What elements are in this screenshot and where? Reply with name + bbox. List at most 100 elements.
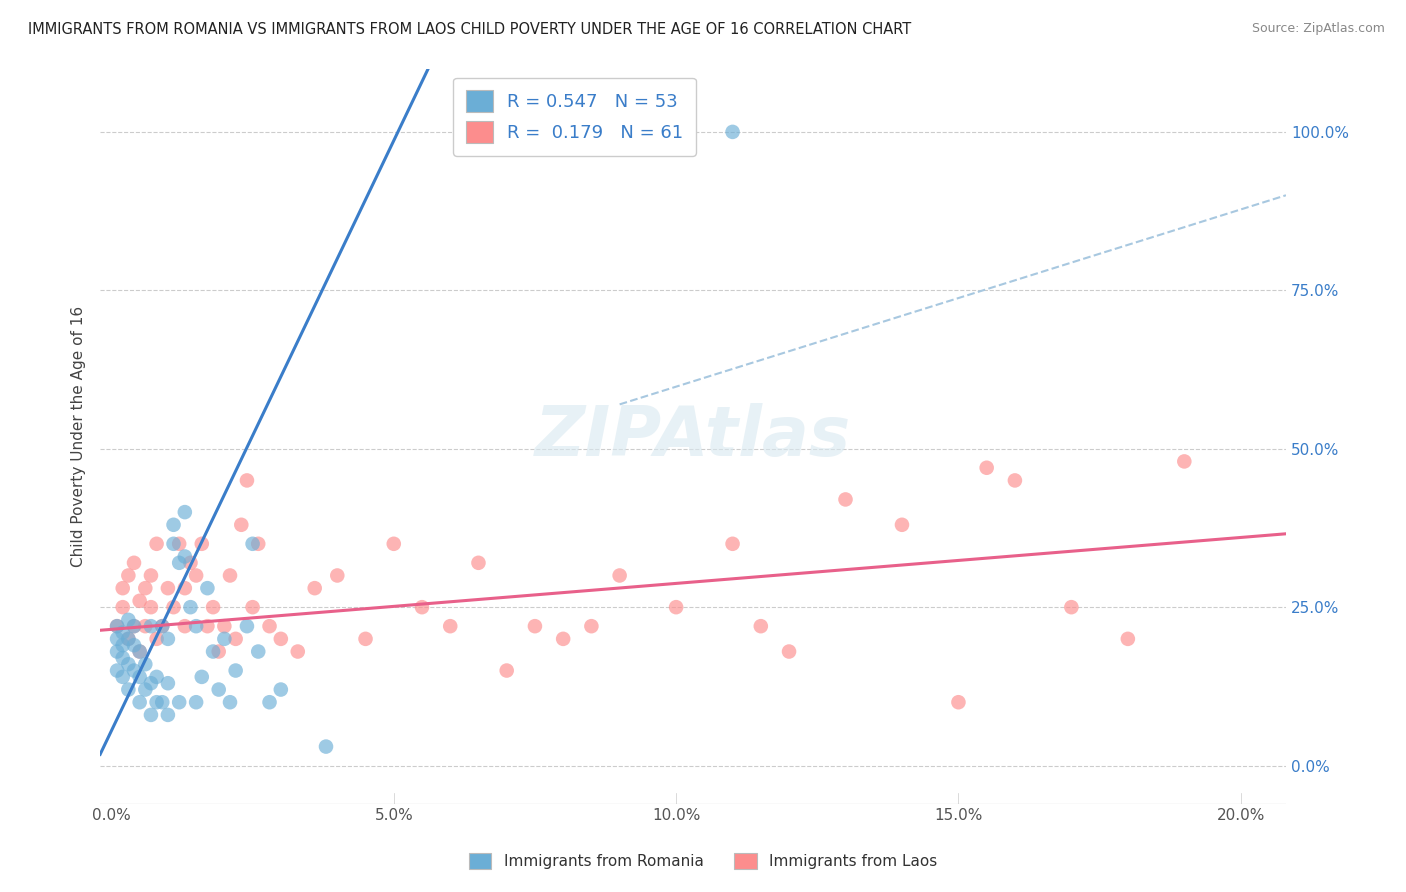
Point (208, 644, 231, 658)
Point (156, 676, 179, 690)
Point (495, 664, 517, 678)
Point (225, 632, 247, 646)
Point (326, 568, 349, 582)
Point (219, 568, 242, 582)
Point (173, 581, 195, 595)
Point (1173, 454, 1195, 468)
Point (231, 517, 253, 532)
Point (214, 619, 236, 633)
Point (411, 600, 433, 615)
Point (749, 619, 772, 633)
Point (139, 676, 162, 690)
Point (117, 632, 139, 646)
Point (191, 670, 214, 684)
Point (247, 644, 270, 658)
Point (145, 632, 167, 646)
Point (105, 632, 128, 646)
Point (173, 505, 195, 519)
Point (467, 556, 489, 570)
Point (105, 619, 128, 633)
Point (236, 619, 259, 633)
Point (105, 644, 128, 658)
Point (184, 695, 207, 709)
Point (128, 644, 150, 658)
Point (523, 619, 546, 633)
Point (128, 695, 150, 709)
Point (976, 460, 998, 475)
Point (1004, 474, 1026, 488)
Point (191, 537, 214, 551)
Point (236, 474, 259, 488)
Point (134, 581, 156, 595)
Point (242, 537, 264, 551)
Point (219, 695, 242, 709)
Point (304, 581, 326, 595)
Point (134, 619, 156, 633)
Point (122, 556, 145, 570)
Point (156, 707, 179, 722)
Point (167, 556, 190, 570)
Point (270, 632, 292, 646)
Point (184, 619, 207, 633)
Point (202, 600, 225, 615)
Point (117, 682, 139, 697)
Point (150, 619, 173, 633)
Point (117, 613, 139, 627)
Point (150, 695, 173, 709)
Point (197, 619, 219, 633)
Point (139, 707, 162, 722)
Point (122, 638, 145, 652)
Point (315, 739, 337, 754)
Point (173, 549, 195, 564)
Point (834, 492, 856, 507)
Point (156, 581, 179, 595)
Point (382, 537, 405, 551)
Point (111, 670, 134, 684)
Point (134, 682, 156, 697)
Point (162, 537, 184, 551)
Point (247, 537, 270, 551)
Point (105, 664, 128, 678)
Text: IMMIGRANTS FROM ROMANIA VS IMMIGRANTS FROM LAOS CHILD POVERTY UNDER THE AGE OF 1: IMMIGRANTS FROM ROMANIA VS IMMIGRANTS FR… (28, 22, 911, 37)
Point (105, 619, 128, 633)
Legend: R = 0.547   N = 53, R =  0.179   N = 61: R = 0.547 N = 53, R = 0.179 N = 61 (453, 78, 696, 156)
Point (111, 600, 134, 615)
Text: ZIPAtlas: ZIPAtlas (534, 402, 851, 469)
Point (167, 537, 190, 551)
Point (197, 581, 219, 595)
Point (184, 568, 207, 582)
Point (609, 568, 631, 582)
Point (1060, 600, 1083, 615)
Point (150, 619, 173, 633)
Point (665, 600, 688, 615)
Point (162, 517, 184, 532)
Point (202, 644, 225, 658)
Point (117, 657, 139, 672)
Point (117, 632, 139, 646)
Point (145, 695, 167, 709)
Point (439, 619, 461, 633)
Point (553, 632, 575, 646)
Point (214, 632, 236, 646)
Point (948, 695, 970, 709)
Point (179, 600, 201, 615)
Legend: Immigrants from Romania, Immigrants from Laos: Immigrants from Romania, Immigrants from… (463, 847, 943, 875)
Point (778, 644, 800, 658)
Point (122, 664, 145, 678)
Point (117, 568, 139, 582)
Point (145, 670, 167, 684)
Point (287, 644, 309, 658)
Point (128, 670, 150, 684)
Point (208, 682, 231, 697)
Point (111, 581, 134, 595)
Point (145, 537, 167, 551)
Point (270, 682, 292, 697)
Point (111, 638, 134, 652)
Point (225, 664, 247, 678)
Point (122, 619, 145, 633)
Point (581, 619, 603, 633)
Point (242, 600, 264, 615)
Y-axis label: Child Poverty Under the Age of 16: Child Poverty Under the Age of 16 (72, 305, 86, 566)
Point (134, 657, 156, 672)
Point (128, 644, 150, 658)
